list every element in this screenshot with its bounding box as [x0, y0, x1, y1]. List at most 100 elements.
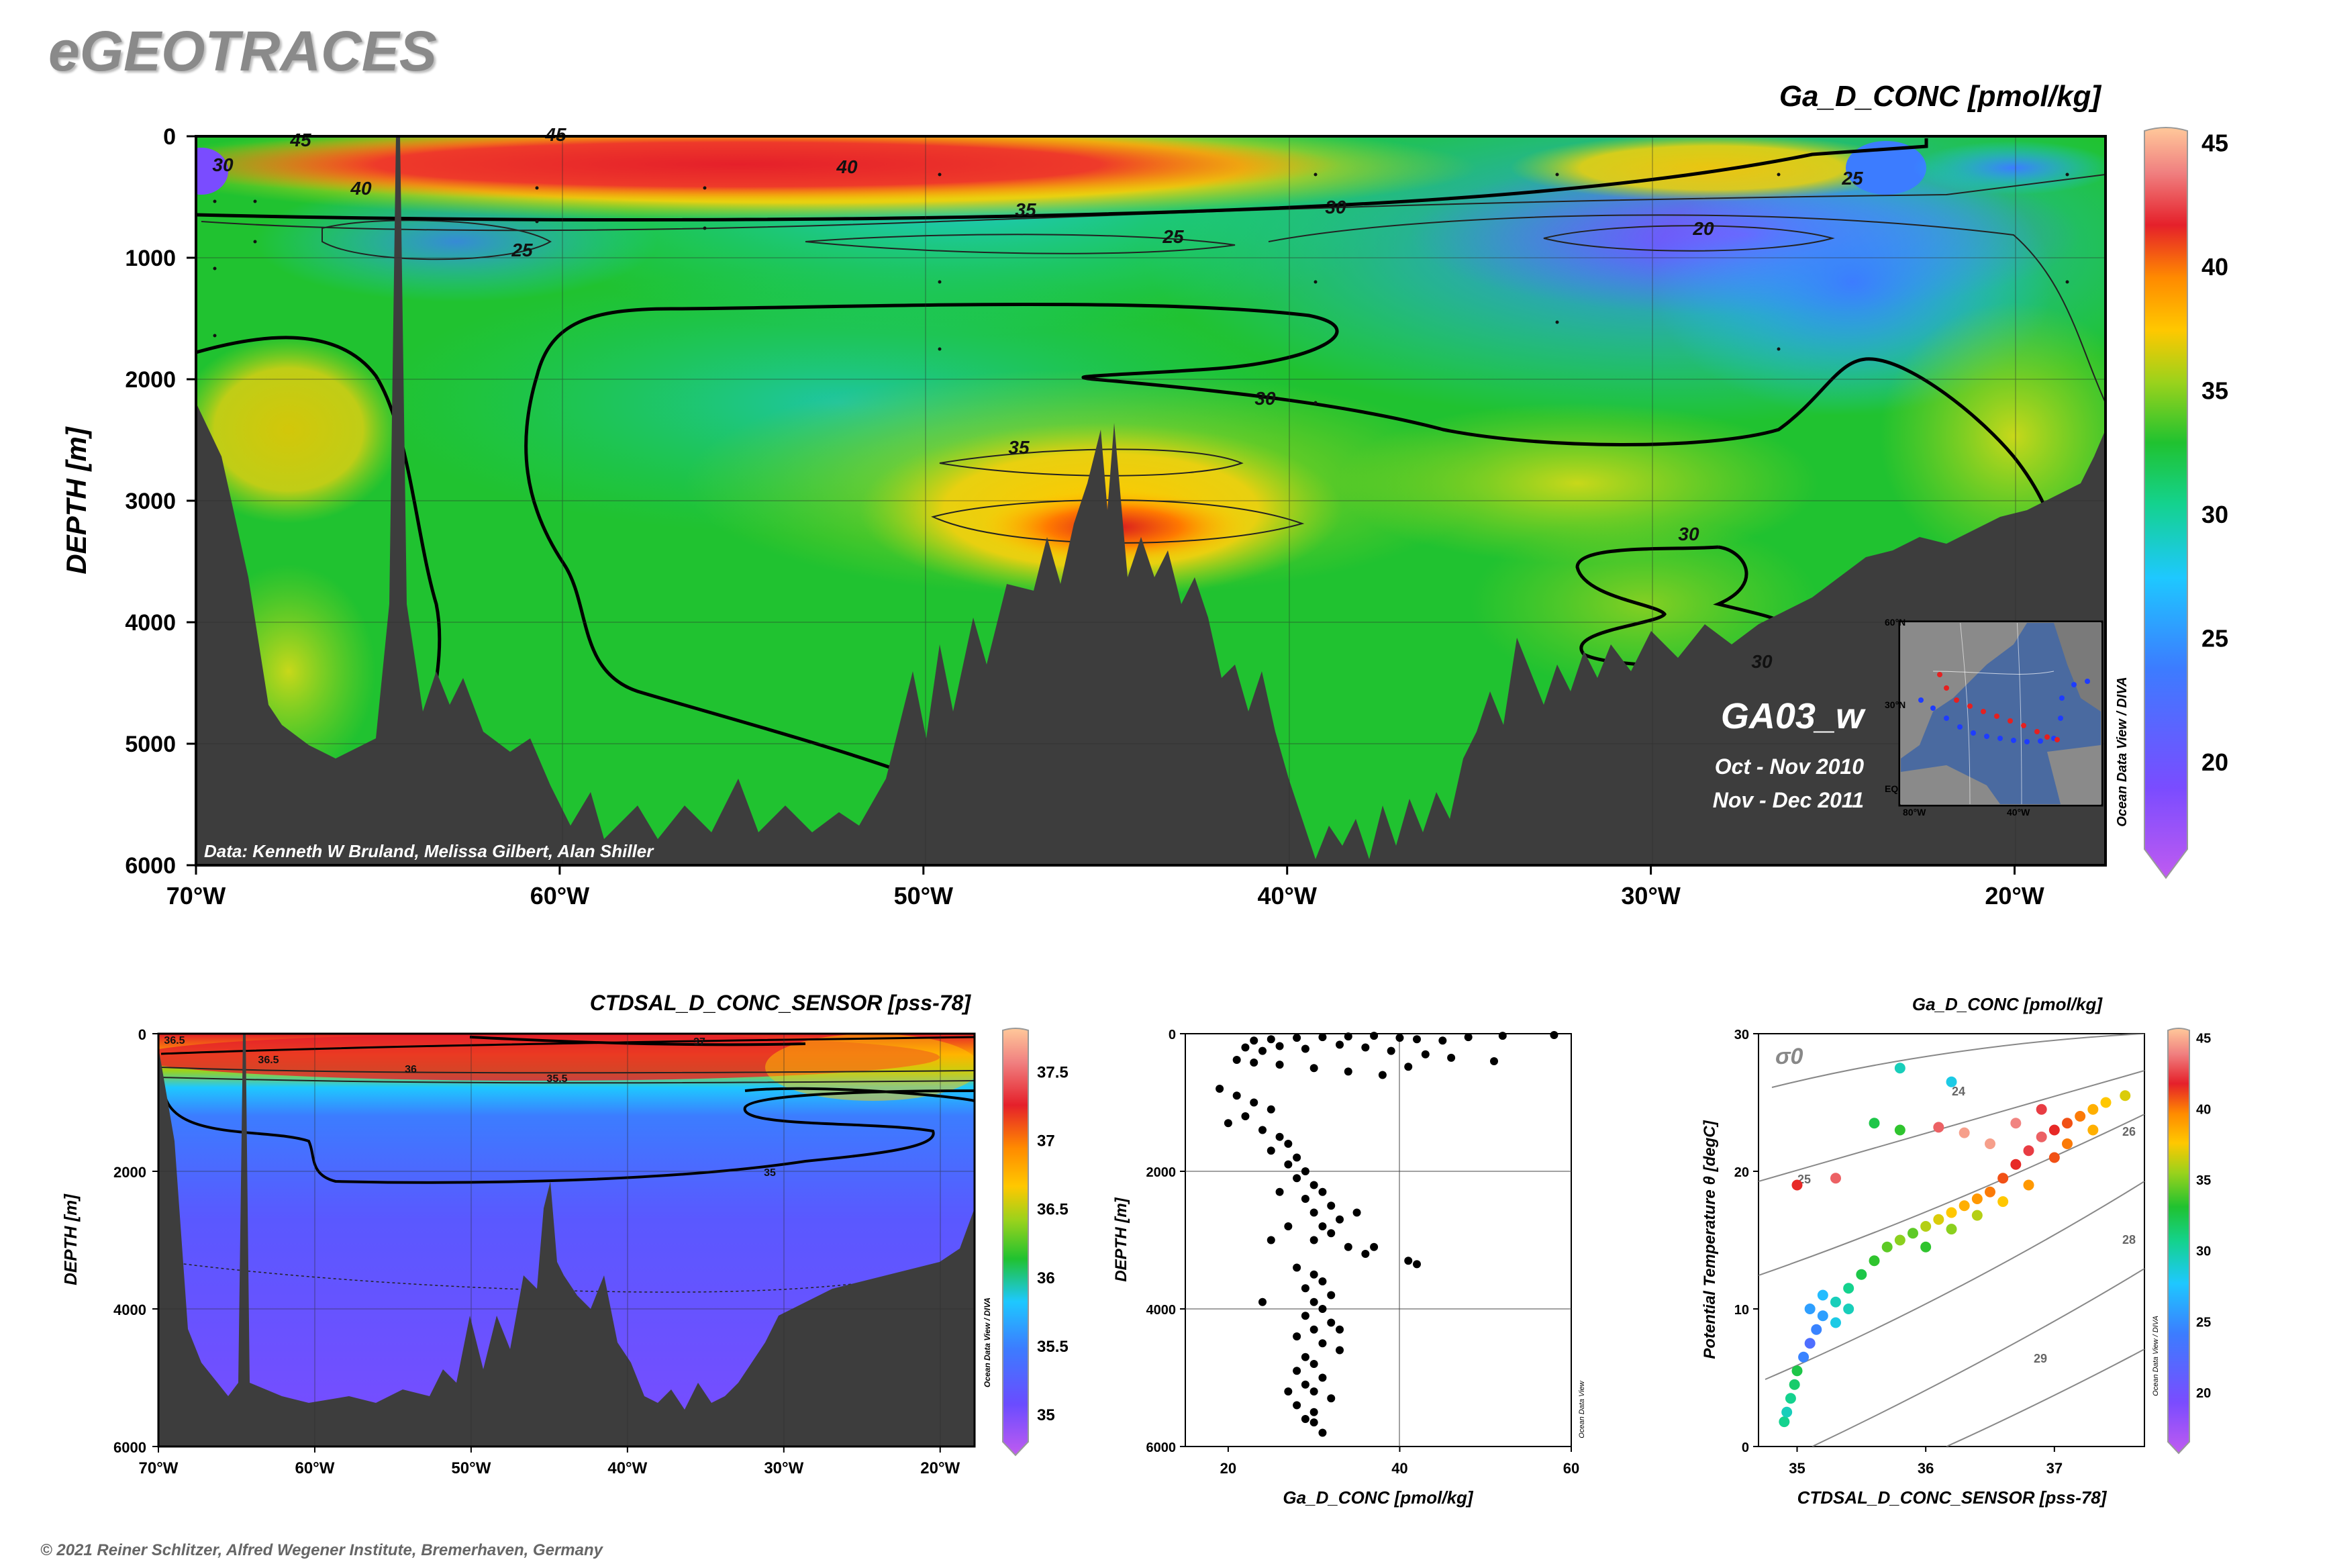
profile-point [1318, 1339, 1327, 1348]
profile-point [1258, 1126, 1267, 1134]
ts-panel: Ga_D_CONC [pmol/kg] 24 25 26 28 29 σ0 35 36 37… [1701, 994, 2211, 1508]
brand-logo: eGEOTRACES [48, 19, 437, 83]
profile-point [1309, 1408, 1318, 1416]
ts-x-tick: 35 [1789, 1460, 1805, 1477]
profile-point [1309, 1064, 1318, 1073]
main-y-tick: 3000 [125, 489, 176, 514]
main-x-tick: 20°W [1985, 882, 2044, 910]
profile-point [1284, 1222, 1293, 1230]
inset-map-tick: 30°N [1885, 699, 1905, 710]
profile-point [1438, 1036, 1447, 1045]
ts-point [1946, 1207, 1957, 1218]
main-section-panel: Ga_D_CONC [pmol/kg] [60, 80, 2228, 910]
ts-point [1894, 1063, 1905, 1074]
main-x-tick: 70°W [166, 882, 226, 910]
main-contour-label: 45 [289, 130, 311, 150]
profile-point [1344, 1067, 1352, 1076]
main-contour-label: 20 [1692, 218, 1714, 239]
ts-colorbar-tick: 40 [2196, 1102, 2211, 1117]
ts-point [1869, 1255, 1880, 1267]
ts-point [1894, 1124, 1905, 1136]
ts-colorbar-tick: 35 [2196, 1173, 2211, 1188]
salinity-colorbar-tick: 36 [1037, 1269, 1055, 1287]
profile-point [1327, 1318, 1336, 1327]
profile-point [1309, 1181, 1318, 1189]
profile-point [1275, 1042, 1284, 1050]
profile-point [1404, 1063, 1413, 1071]
profile-point [1327, 1229, 1336, 1238]
salinity-y-tick: 6000 [113, 1439, 146, 1456]
main-contour-label: 40 [350, 178, 372, 199]
profile-point [1309, 1325, 1318, 1334]
profile-point [1275, 1061, 1284, 1069]
ts-point [1830, 1317, 1841, 1328]
ts-point [2036, 1131, 2047, 1142]
profile-point [1301, 1044, 1309, 1053]
ts-point [1997, 1173, 2009, 1184]
profile-point [1293, 1367, 1301, 1375]
profile-point [1275, 1187, 1284, 1196]
profile-point [1327, 1291, 1336, 1300]
main-colorbar-tick: 40 [2201, 253, 2228, 281]
ts-title: Ga_D_CONC [pmol/kg] [1912, 994, 2103, 1014]
inset-map-tick: 80°W [1903, 807, 1926, 818]
ts-point [1894, 1234, 1905, 1246]
profile-watermark: Ocean Data View [1578, 1380, 1586, 1438]
ts-point [1946, 1076, 1957, 1087]
salinity-contour-label: 36 [405, 1064, 417, 1075]
profile-point [1250, 1098, 1258, 1107]
profile-point [1318, 1428, 1327, 1437]
profile-point [1413, 1035, 1421, 1044]
profile-point [1421, 1050, 1430, 1059]
ts-point [1933, 1214, 1944, 1225]
ts-isopycnal-label: 29 [2034, 1352, 2047, 1365]
profile-x-tick: 60 [1563, 1460, 1579, 1477]
salinity-contour-label: 35 [764, 1167, 776, 1179]
period-label-2: Nov - Dec 2011 [1713, 788, 1864, 812]
profile-point [1258, 1297, 1267, 1306]
ts-point [2010, 1118, 2022, 1129]
ts-point [1804, 1338, 1816, 1349]
ts-isopycnal-label: 24 [1952, 1085, 1965, 1098]
main-y-tick: 1000 [125, 246, 176, 271]
profile-point [1267, 1146, 1275, 1155]
inset-map-tick: 40°W [2007, 807, 2030, 818]
profile-point [1258, 1046, 1267, 1055]
salinity-y-tick: 2000 [113, 1164, 146, 1181]
profile-point [1309, 1270, 1318, 1279]
profile-point [1344, 1242, 1352, 1251]
ts-point [2087, 1124, 2099, 1136]
ts-point [1843, 1304, 1854, 1314]
profile-x-tick: 40 [1391, 1460, 1407, 1477]
salinity-heatmap [158, 1034, 975, 1447]
ts-point [1779, 1416, 1790, 1428]
main-contour-label: 45 [544, 124, 566, 145]
ts-point [2010, 1159, 2022, 1170]
profile-point [1301, 1353, 1309, 1361]
ts-y-tick: 30 [1734, 1028, 1749, 1042]
main-y-tick: 2000 [125, 367, 176, 393]
profile-point [1447, 1053, 1456, 1062]
ts-y-tick: 10 [1734, 1303, 1749, 1318]
profile-point [1284, 1387, 1293, 1395]
profile-point [1404, 1257, 1413, 1265]
ts-point [1811, 1324, 1822, 1335]
main-contour-label: 35 [1015, 199, 1036, 220]
main-credit: Data: Kenneth W Bruland, Melissa Gilbert… [204, 841, 654, 861]
ts-point [1985, 1138, 1995, 1149]
main-contour-label: 30 [1254, 388, 1276, 409]
profile-points [1216, 1031, 1558, 1437]
ts-point [1785, 1393, 1796, 1404]
profile-point [1309, 1297, 1318, 1306]
profile-point [1336, 1215, 1344, 1224]
main-y-label: DEPTH [m] [60, 426, 92, 574]
main-y-tick: 4000 [125, 610, 176, 636]
profile-point [1284, 1160, 1293, 1169]
profile-point [1241, 1043, 1250, 1052]
profile-point [1336, 1346, 1344, 1355]
period-label-1: Oct - Nov 2010 [1715, 754, 1865, 779]
main-colorbar-title: Ga_D_CONC [pmol/kg] [1779, 80, 2102, 113]
profile-point [1250, 1036, 1258, 1045]
profile-point [1344, 1032, 1352, 1041]
